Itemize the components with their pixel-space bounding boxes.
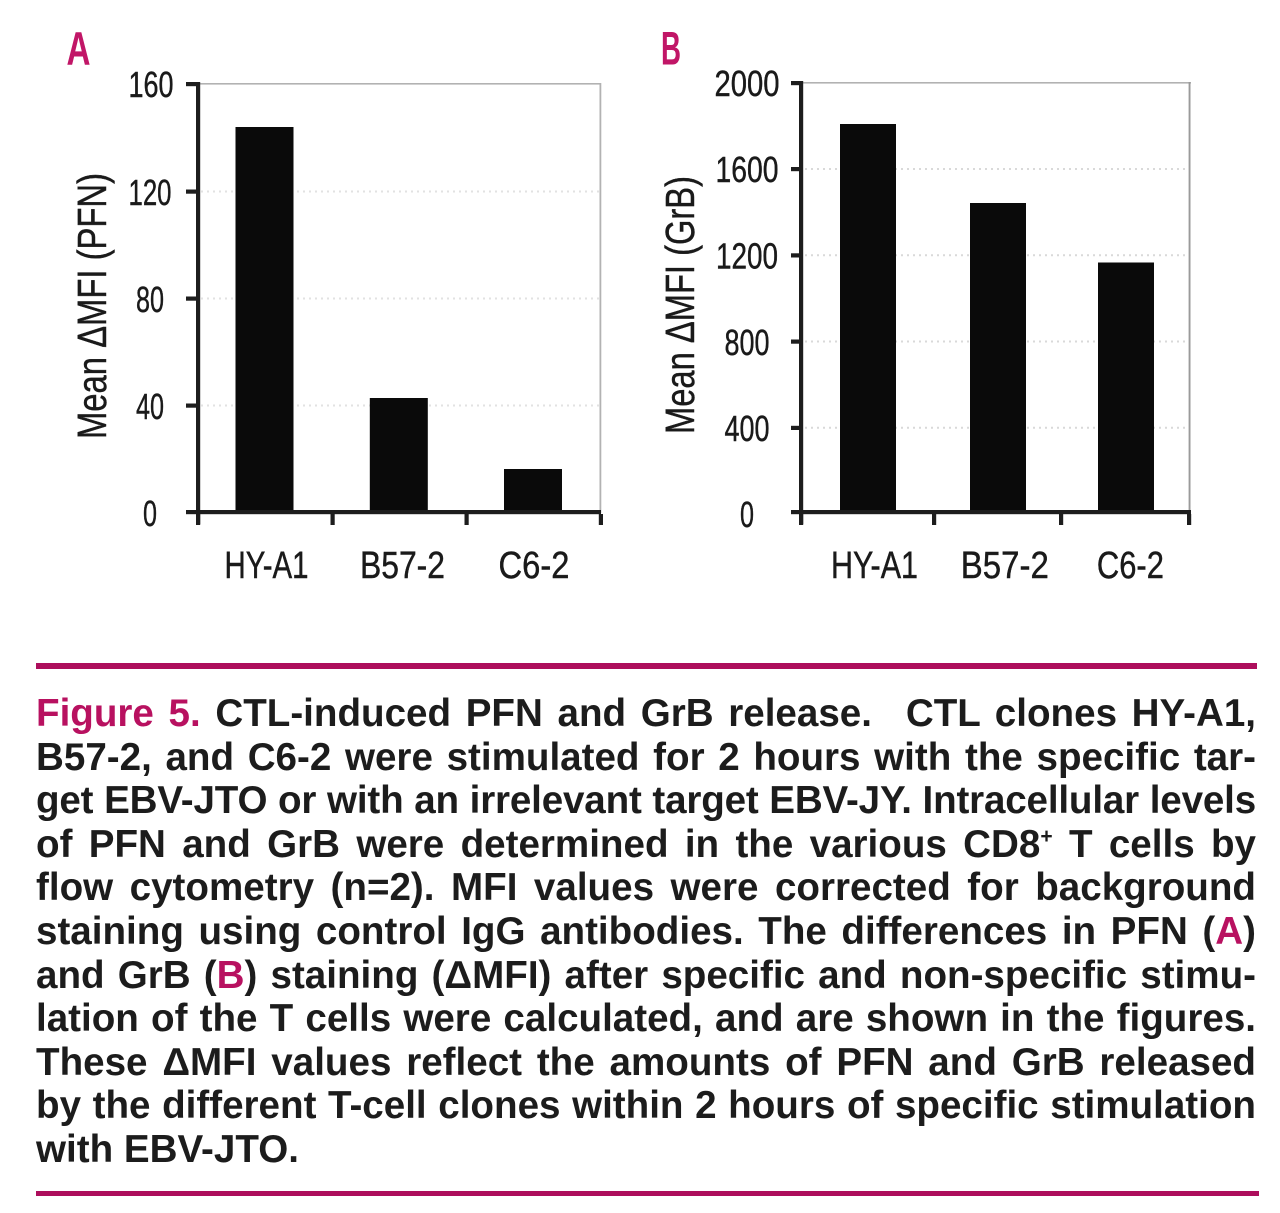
svg-text:C6-2: C6-2 (499, 545, 570, 587)
svg-text:120: 120 (129, 172, 172, 213)
svg-text:Mean ΔMFI (PFN): Mean ΔMFI (PFN) (69, 173, 115, 439)
svg-text:B57-2: B57-2 (360, 545, 445, 587)
svg-text:80: 80 (136, 279, 164, 320)
svg-text:160: 160 (129, 64, 174, 105)
svg-text:0: 0 (143, 493, 157, 534)
svg-text:B57-2: B57-2 (961, 545, 1049, 587)
svg-text:2000: 2000 (715, 63, 780, 104)
svg-text:1200: 1200 (716, 236, 778, 277)
svg-text:400: 400 (725, 408, 770, 449)
svg-text:0: 0 (740, 494, 754, 535)
svg-text:A: A (67, 22, 91, 75)
svg-text:HY-A1: HY-A1 (225, 545, 309, 587)
svg-text:40: 40 (136, 386, 164, 427)
svg-text:800: 800 (725, 322, 770, 363)
svg-text:B: B (661, 22, 681, 75)
svg-text:1600: 1600 (716, 149, 779, 190)
svg-text:C6-2: C6-2 (1097, 545, 1164, 587)
svg-text:HY-A1: HY-A1 (831, 545, 918, 587)
svg-text:Mean ΔMFI (GrB): Mean ΔMFI (GrB) (657, 176, 703, 434)
